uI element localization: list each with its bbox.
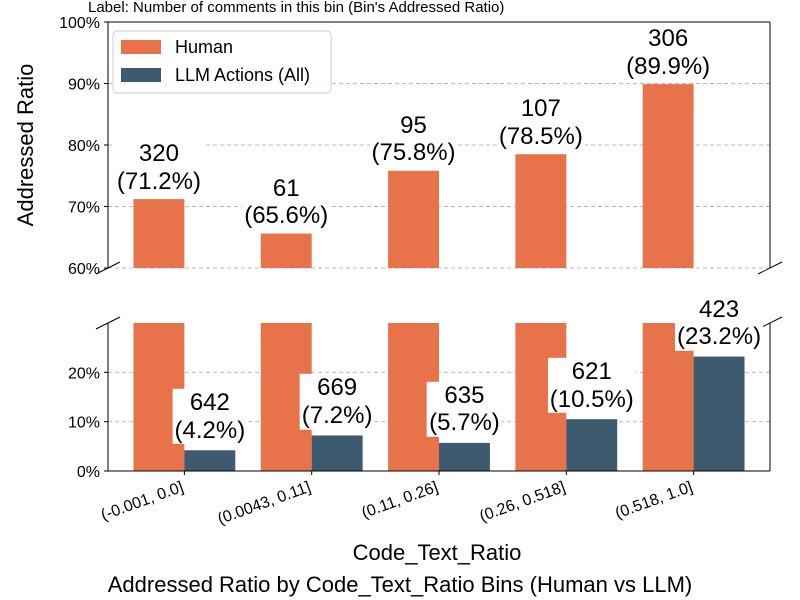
bar — [642, 84, 694, 268]
y-axis-label: Addressed Ratio — [13, 64, 38, 227]
y-tick-label: 10% — [68, 415, 100, 432]
legend-box — [112, 30, 332, 94]
legend-label: Human — [175, 37, 233, 57]
legend-swatch — [121, 68, 161, 82]
legend-label: LLM Actions (All) — [175, 65, 310, 85]
x-tick-label: (-0.001, 0.0] — [99, 479, 186, 524]
value-label: 95 (75.8%) — [369, 111, 458, 167]
legend-swatch — [121, 40, 161, 54]
bars — [133, 84, 745, 471]
bar — [515, 154, 567, 268]
value-label: 107 (78.5%) — [496, 95, 585, 151]
x-tick-label: (0.518, 1.0] — [613, 479, 695, 523]
legend: Human LLM Actions (All) — [112, 30, 332, 94]
value-label: 621 (10.5%) — [547, 358, 636, 414]
bar — [133, 199, 185, 268]
y-tick-label: 70% — [68, 200, 100, 217]
y-tick-label: 80% — [68, 138, 100, 155]
x-tick-label: (0.0043, 0.11] — [216, 479, 313, 528]
annotation: Label: Number of comments in this bin (B… — [88, 0, 504, 16]
bar — [439, 442, 490, 471]
x-axis-label: Code_Text_Ratio — [353, 540, 522, 565]
y-tick-label: 60% — [68, 261, 100, 278]
value-label: 642 (4.2%) — [172, 389, 248, 445]
chart-title: Addressed Ratio by Code_Text_Ratio Bins … — [108, 572, 693, 597]
x-tick-label: (0.11, 0.26] — [360, 479, 441, 522]
bar — [693, 356, 745, 471]
bar — [184, 450, 236, 471]
value-label: 320 (71.2%) — [114, 139, 203, 196]
bar — [566, 419, 618, 471]
value-label: 423 (23.2%) — [675, 295, 764, 351]
bar — [311, 435, 363, 471]
bar — [260, 233, 312, 268]
bar — [388, 170, 439, 268]
y-tick-label: 100% — [59, 15, 100, 32]
value-label: 306 (89.9%) — [624, 24, 713, 81]
value-label: 61 (65.6%) — [242, 174, 331, 230]
value-label: 635 (5.7%) — [427, 381, 502, 437]
y-tick-label: 20% — [68, 365, 100, 382]
x-tick-label: (0.26, 0.518] — [477, 479, 567, 526]
y-tick-label: 0% — [77, 464, 100, 481]
y-tick-label: 90% — [68, 77, 100, 94]
value-label: 669 (7.2%) — [299, 374, 375, 430]
